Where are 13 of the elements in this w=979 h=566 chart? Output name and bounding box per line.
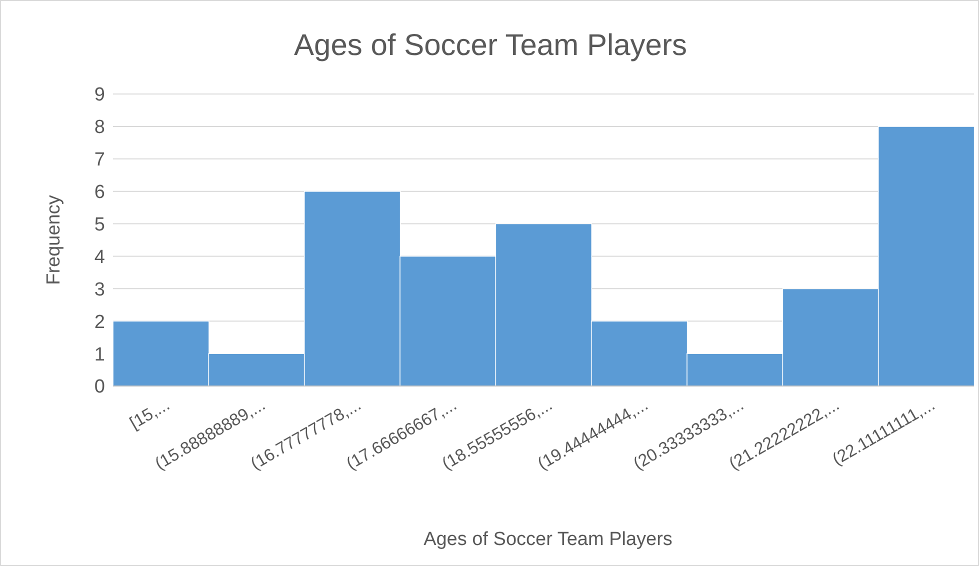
y-tick-label: 0	[94, 376, 105, 398]
y-tick-label: 9	[94, 84, 105, 106]
y-tick-label: 1	[94, 344, 105, 366]
y-axis-title: Frequency	[44, 194, 65, 285]
y-tick-label: 3	[94, 279, 105, 300]
y-tick-label: 4	[94, 246, 106, 268]
y-tick-label: 7	[94, 150, 105, 171]
y-tick-label: 2	[94, 312, 105, 333]
chart-title: Ages of Soccer Team Players	[293, 29, 688, 63]
x-axis-title: Ages of Soccer Team Players	[422, 529, 674, 551]
y-tick-label: 8	[94, 117, 105, 138]
y-tick-label: 5	[94, 214, 105, 236]
y-tick-label: 6	[94, 182, 105, 204]
